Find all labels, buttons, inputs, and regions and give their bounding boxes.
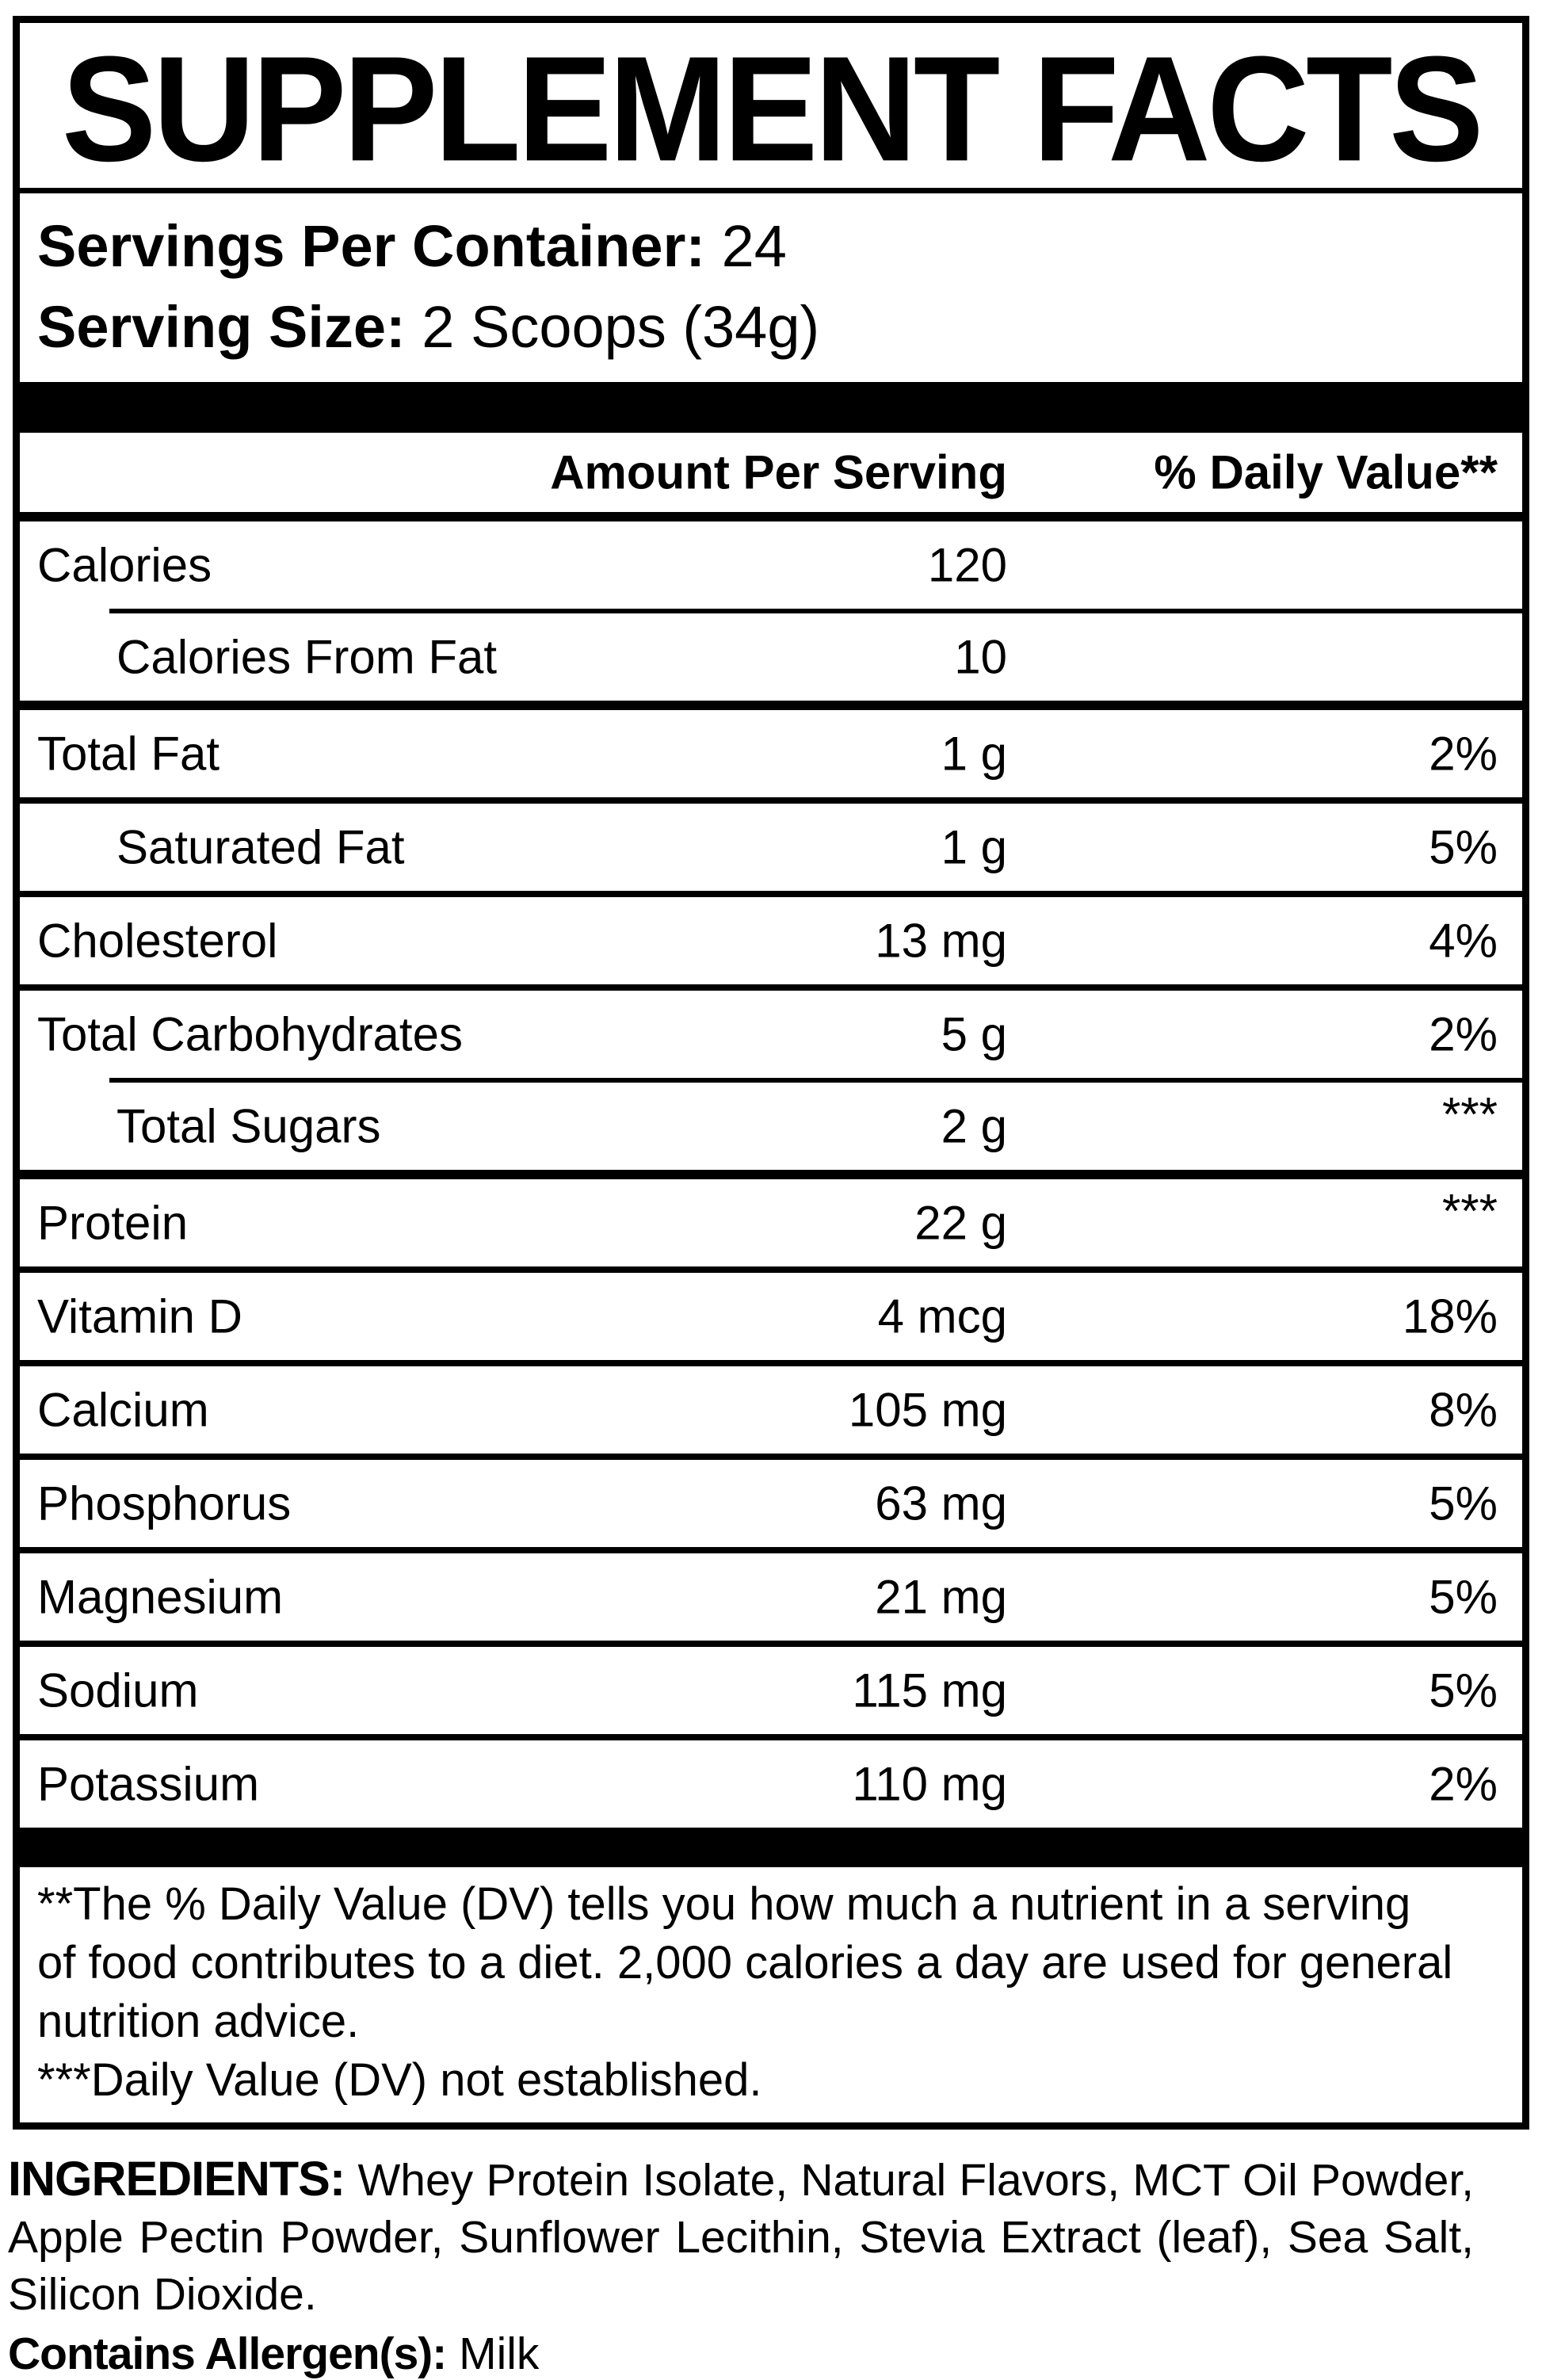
ingredients-list: Whey Protein Isolate, Natural Flavors, M… <box>8 2155 1474 2320</box>
nutrient-amount: 22 g <box>914 1196 1007 1250</box>
header-divider-rule <box>20 512 1522 521</box>
nutrient-daily-value: 5% <box>1429 1570 1498 1624</box>
nutrient-daily-value: 4% <box>1429 914 1498 968</box>
row-separator-rule <box>20 1547 1522 1553</box>
title-divider-rule <box>20 188 1522 193</box>
nutrient-daily-value: 2% <box>1429 727 1498 781</box>
nutrient-name: Magnesium <box>37 1570 284 1624</box>
nutrient-name: Total Fat <box>37 727 220 781</box>
nutrient-row: Vitamin D 4 mcg 18% <box>20 1273 1522 1360</box>
nutrient-daily-value: 18% <box>1402 1289 1498 1343</box>
row-separator-rule <box>20 701 1522 710</box>
nutrient-daily-value: 2% <box>1429 1757 1498 1811</box>
not-established-footnote: ***Daily Value (DV) not established. <box>37 2054 762 2106</box>
nutrient-row: Potassium 110 mg 2% <box>20 1740 1522 1828</box>
nutrient-name: Saturated Fat <box>116 820 405 874</box>
ingredients-paragraph: INGREDIENTS: Whey Protein Isolate, Natur… <box>8 2150 1474 2323</box>
nutrient-daily-value: 5% <box>1429 1664 1498 1717</box>
nutrient-row: Total Sugars 2 g *** <box>20 1083 1522 1170</box>
nutrient-name: Calcium <box>37 1383 209 1437</box>
servings-per-container-label: Servings Per Container: <box>37 213 706 279</box>
nutrient-daily-value: 5% <box>1429 820 1498 874</box>
nutrient-name: Total Carbohydrates <box>37 1007 463 1061</box>
row-separator-rule <box>20 1734 1522 1740</box>
row-separator-rule <box>109 1078 1522 1083</box>
nutrient-name: Potassium <box>37 1757 260 1811</box>
row-separator-rule <box>20 1641 1522 1647</box>
nutrient-row: Total Carbohydrates 5 g 2% <box>20 991 1522 1078</box>
nutrient-amount: 110 mg <box>852 1757 1007 1811</box>
supplement-facts-panel: SUPPLEMENT FACTS Servings Per Container:… <box>13 16 1529 2130</box>
allergen-value: Milk <box>459 2328 540 2379</box>
serving-size-label: Serving Size: <box>37 294 406 360</box>
ingredients-label: INGREDIENTS: <box>8 2152 345 2206</box>
nutrient-daily-value: 2% <box>1429 1007 1498 1061</box>
nutrient-table: Calories 120 Calories From Fat 10 Total Fat 1… <box>20 521 1522 1828</box>
nutrient-amount: 105 mg <box>848 1383 1007 1437</box>
row-separator-rule <box>20 1454 1522 1460</box>
ingredients-section: INGREDIENTS: Whey Protein Isolate, Natur… <box>8 2150 1474 2380</box>
nutrient-amount: 1 g <box>941 820 1007 874</box>
footnote-section: **The % Daily Value (DV) tells you how m… <box>20 1875 1522 2122</box>
row-separator-rule <box>20 1266 1522 1273</box>
nutrient-daily-value: *** <box>1441 1087 1498 1141</box>
nutrient-name: Sodium <box>37 1664 199 1717</box>
nutrient-amount: 5 g <box>941 1007 1007 1061</box>
row-separator-rule <box>20 797 1522 804</box>
nutrient-row: Phosphorus 63 mg 5% <box>20 1460 1522 1547</box>
daily-value-header: % Daily Value** <box>1154 445 1498 499</box>
allergen-line: Contains Allergen(s): Milk <box>8 2328 1474 2380</box>
daily-value-footnote: **The % Daily Value (DV) tells you how m… <box>37 1878 1453 2047</box>
nutrient-amount: 1 g <box>941 727 1007 781</box>
servings-per-container-line: Servings Per Container: 24 <box>20 214 1522 279</box>
supplement-facts-image: { "colors": { "text": "#000000", "backgr… <box>0 16 1542 2379</box>
nutrient-amount: 13 mg <box>875 914 1007 968</box>
panel-title: SUPPLEMENT FACTS <box>61 25 1484 193</box>
servings-per-container-value: 24 <box>721 213 787 279</box>
nutrient-name: Phosphorus <box>37 1477 292 1530</box>
nutrient-daily-value: 8% <box>1429 1383 1498 1437</box>
nutrient-amount: 10 <box>954 630 1007 684</box>
row-separator-rule <box>20 984 1522 991</box>
nutrient-row: Cholesterol 13 mg 4% <box>20 897 1522 984</box>
nutrient-name: Vitamin D <box>37 1289 242 1343</box>
row-separator-rule <box>20 891 1522 897</box>
nutrient-amount: 115 mg <box>852 1664 1007 1717</box>
nutrient-row: Magnesium 21 mg 5% <box>20 1553 1522 1641</box>
nutrient-amount: 4 mcg <box>877 1289 1007 1343</box>
divider-bar-top <box>20 382 1522 433</box>
nutrient-row: Calcium 105 mg 8% <box>20 1366 1522 1454</box>
nutrient-name: Cholesterol <box>37 914 278 968</box>
nutrient-row: Calories 120 <box>20 521 1522 609</box>
row-separator-rule <box>20 1360 1522 1366</box>
row-separator-rule <box>20 1170 1522 1179</box>
nutrient-name: Protein <box>37 1196 189 1250</box>
divider-bar-bottom <box>20 1828 1522 1867</box>
nutrient-row: Sodium 115 mg 5% <box>20 1647 1522 1734</box>
nutrient-amount: 120 <box>927 538 1007 592</box>
nutrient-row: Total Fat 1 g 2% <box>20 710 1522 797</box>
nutrient-row: Calories From Fat 10 <box>20 613 1522 701</box>
nutrient-daily-value: 5% <box>1429 1477 1498 1530</box>
row-separator-rule <box>109 609 1522 613</box>
nutrient-amount: 2 g <box>941 1099 1007 1153</box>
allergen-label: Contains Allergen(s): <box>8 2328 447 2379</box>
nutrient-daily-value: *** <box>1441 1184 1498 1238</box>
nutrient-row: Protein 22 g *** <box>20 1179 1522 1266</box>
nutrient-name: Calories From Fat <box>116 630 498 684</box>
nutrient-name: Calories <box>37 538 212 592</box>
nutrient-amount: 63 mg <box>875 1477 1007 1530</box>
nutrient-amount: 21 mg <box>875 1570 1007 1624</box>
amount-per-serving-header: Amount Per Serving <box>550 445 1007 499</box>
serving-size-value: 2 Scoops (34g) <box>422 294 820 360</box>
serving-size-line: Serving Size: 2 Scoops (34g) <box>20 295 1522 360</box>
nutrient-row: Saturated Fat 1 g 5% <box>20 804 1522 891</box>
table-header-row: Amount Per Serving % Daily Value** <box>20 433 1522 512</box>
nutrient-name: Total Sugars <box>116 1099 381 1153</box>
